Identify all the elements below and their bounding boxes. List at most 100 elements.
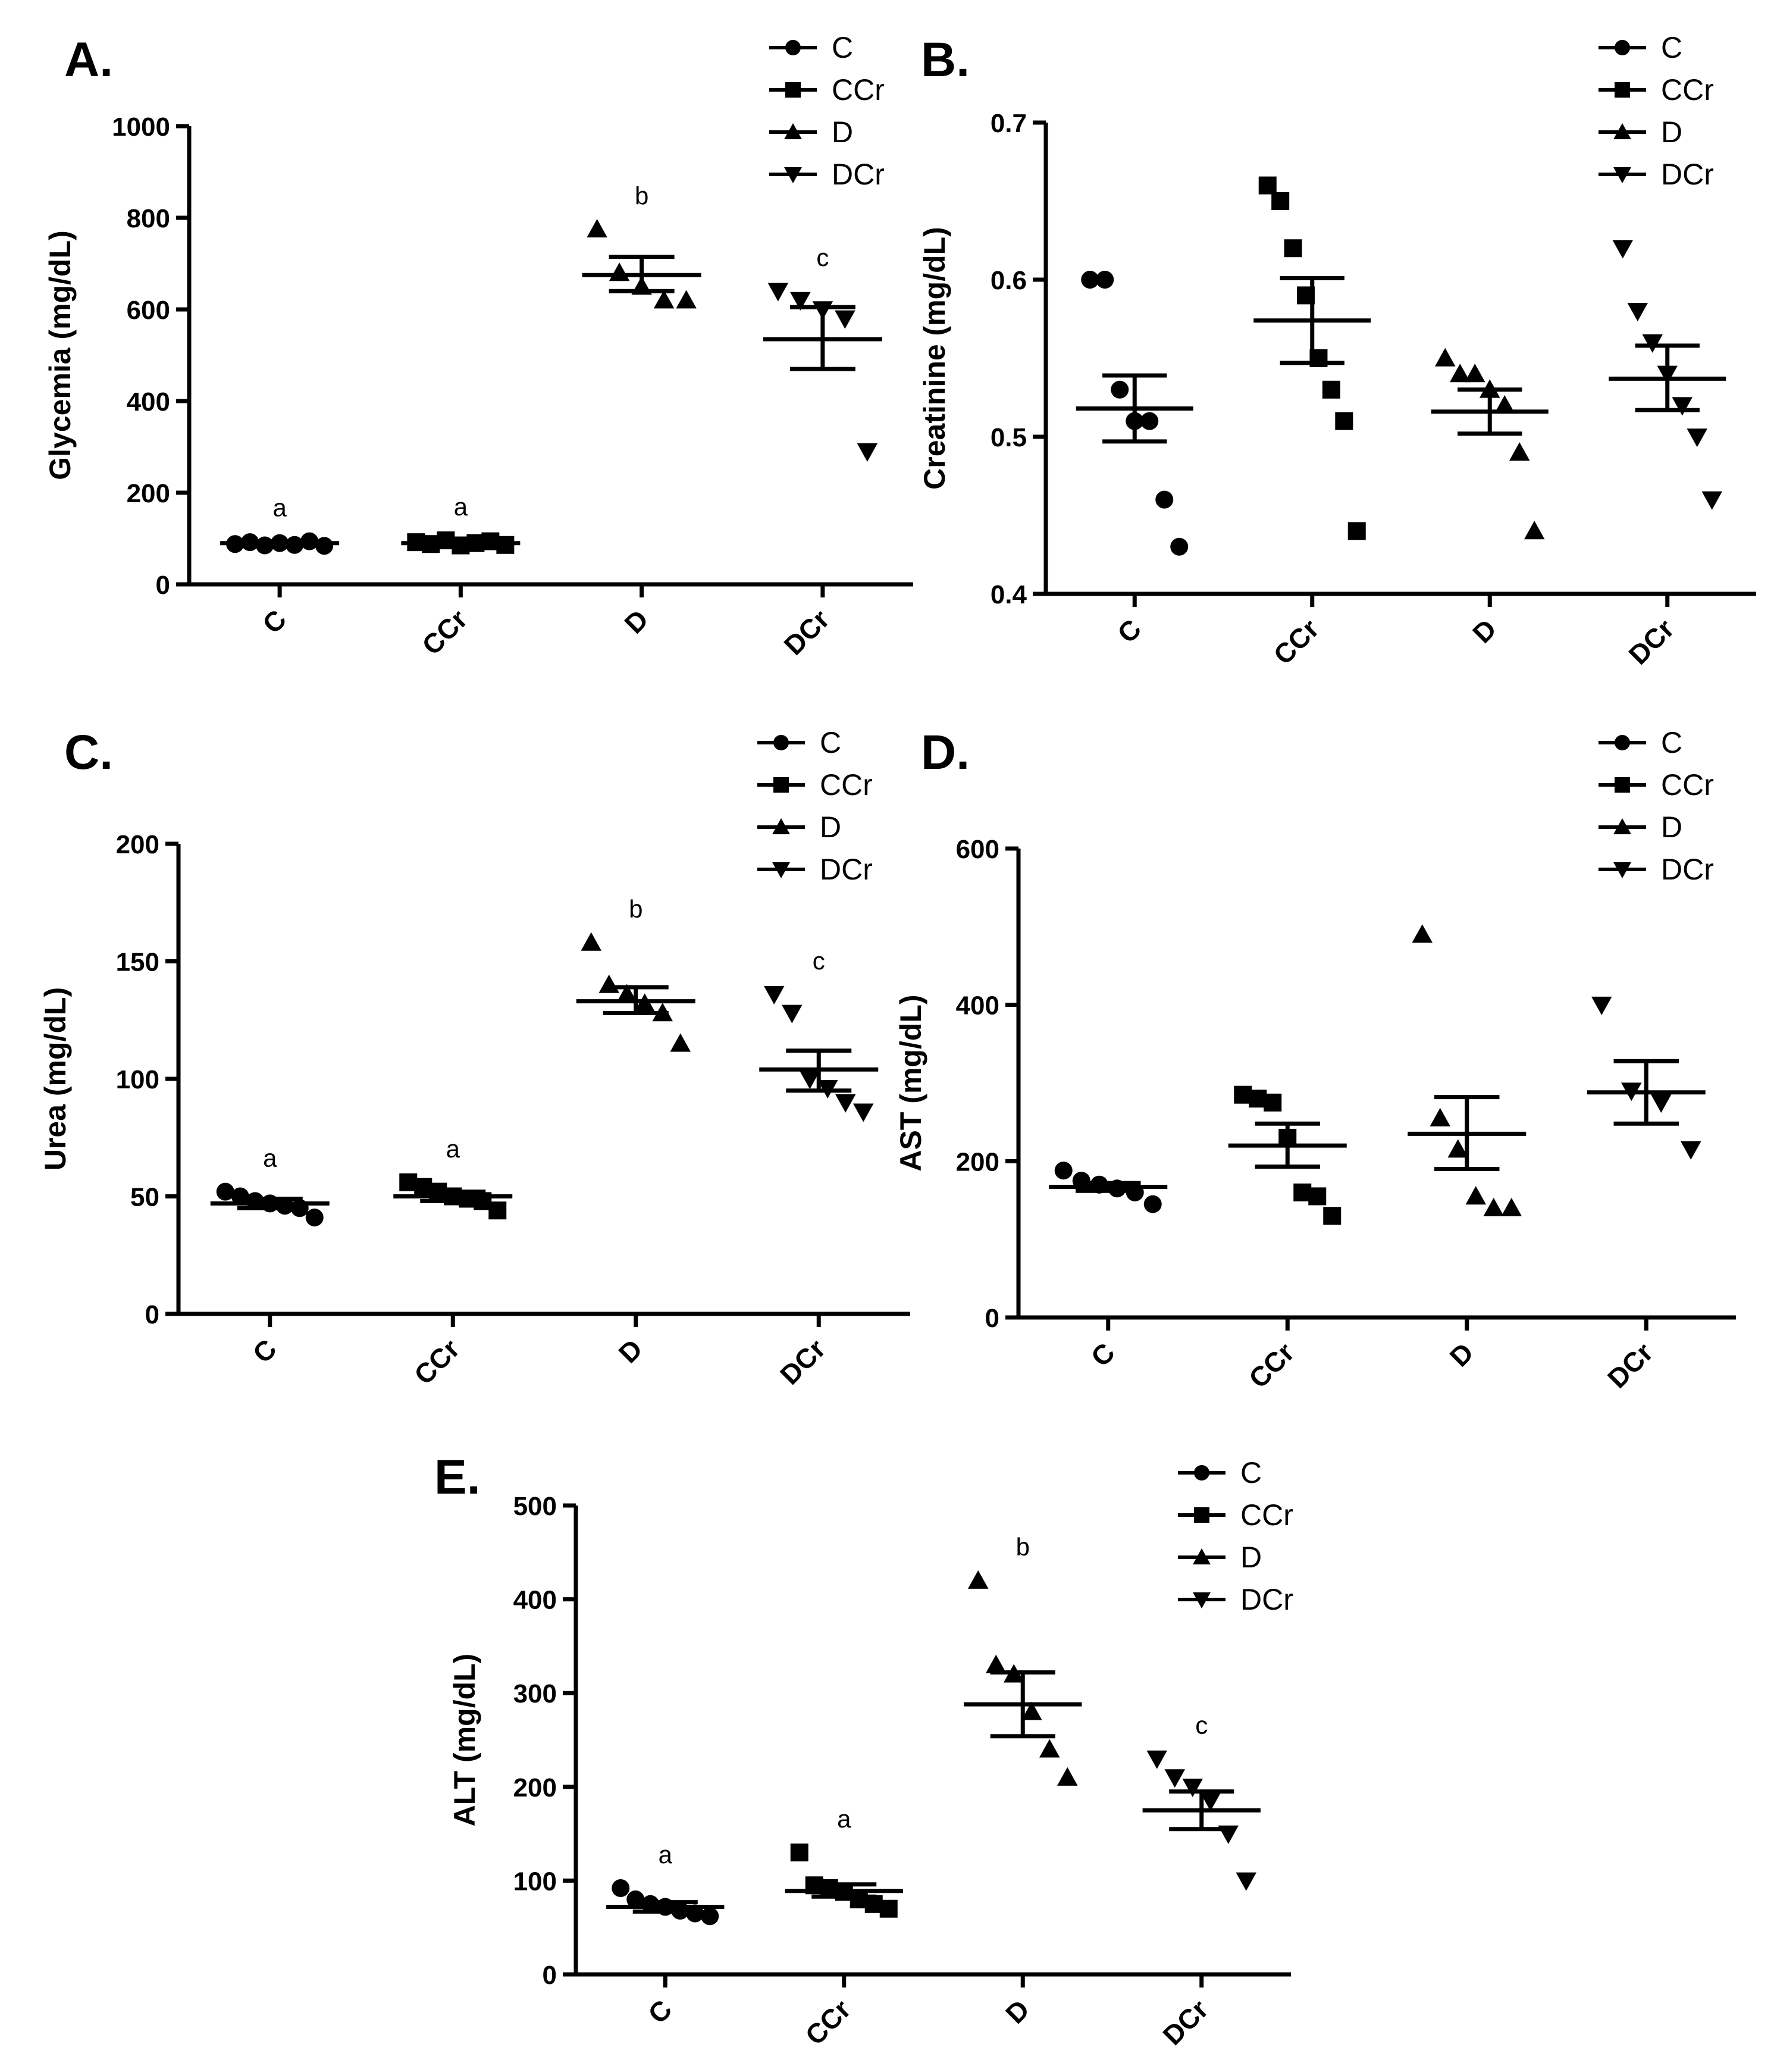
data-point-square: [488, 1201, 507, 1220]
legend-label: CCr: [1240, 1498, 1293, 1532]
series-ccr: [1253, 176, 1371, 540]
legend-marker-triangle-up: [1193, 1548, 1211, 1564]
legend-marker-circle: [1194, 1465, 1209, 1481]
chart-panel-e: E. 0 100 200 300 400 500 ALT (mg/dL) C CCr D DCr a a b…: [434, 1450, 1293, 2051]
legend-label: CCr: [1661, 73, 1714, 107]
data-point-square: [1308, 1187, 1327, 1206]
y-tick-label: 0: [156, 571, 170, 600]
significance-letter: a: [272, 494, 287, 522]
legend-label: DCr: [820, 853, 873, 886]
data-point-square: [1258, 176, 1277, 195]
series-dcr: c: [763, 243, 882, 462]
legend-marker-triangle-down: [1613, 862, 1631, 878]
data-point-square: [1271, 192, 1290, 210]
data-point-triangle-down: [835, 310, 855, 329]
data-point-triangle-down: [857, 443, 878, 462]
data-point-triangle-down: [1627, 303, 1648, 322]
data-point-circle: [246, 1192, 264, 1210]
data-point-square: [790, 1843, 808, 1862]
data-point-triangle-down: [1687, 428, 1707, 447]
data-point-triangle-up: [1483, 1197, 1504, 1216]
y-tick-label: 300: [513, 1679, 557, 1708]
y-tick-label: 200: [116, 830, 159, 859]
y-tick-label: 150: [116, 948, 159, 977]
data-point-triangle-down: [767, 283, 789, 302]
y-tick-label: 500: [513, 1492, 557, 1521]
x-category-label: DCr: [774, 1333, 831, 1390]
data-point-triangle-down: [1236, 1872, 1256, 1891]
x-category-label: C: [642, 1993, 678, 2029]
x-category-label: DCr: [1156, 1993, 1214, 2051]
legend-label: D: [1240, 1541, 1262, 1574]
data-point-triangle-up: [581, 932, 601, 951]
data-point-circle: [1143, 1195, 1162, 1213]
legend-label: C: [832, 31, 853, 64]
x-category-label: D: [613, 1333, 648, 1369]
legend-label: D: [820, 810, 841, 844]
panel-letter: A.: [64, 33, 113, 87]
data-point-triangle-up: [1509, 442, 1530, 461]
data-point-triangle-up: [1412, 924, 1433, 943]
x-category-label: C: [247, 1333, 283, 1369]
legend: C CCr D DCr: [1178, 1456, 1293, 1616]
data-point-triangle-down: [790, 292, 811, 311]
y-tick-label: 400: [956, 991, 999, 1021]
data-point-triangle-up: [1435, 348, 1456, 367]
data-point-triangle-down: [1612, 240, 1633, 259]
series-c: a: [210, 1144, 330, 1227]
data-point-circle: [275, 1197, 294, 1215]
data-point-triangle-up: [1021, 1701, 1042, 1720]
y-tick-label: 100: [116, 1065, 159, 1094]
data-point-circle: [1155, 490, 1174, 509]
data-point-triangle-up: [1465, 364, 1485, 383]
series-ccr: a: [401, 493, 521, 555]
y-tick-label: 600: [956, 835, 999, 864]
series-ccr: [1228, 1085, 1347, 1225]
legend-marker-triangle-up: [784, 123, 802, 139]
legend-label: DCr: [1661, 853, 1714, 886]
legend-marker-square: [1194, 1507, 1209, 1523]
data-point-triangle-up: [1447, 1139, 1468, 1158]
legend-marker-square: [785, 82, 801, 98]
significance-letter: a: [263, 1144, 277, 1172]
y-tick-label: 0.4: [991, 580, 1027, 609]
x-category-label: DCr: [1622, 613, 1679, 670]
data-point-triangle-up: [1465, 1186, 1486, 1205]
data-point-triangle-down: [1651, 1094, 1672, 1113]
data-point-triangle-down: [1200, 1792, 1221, 1811]
panel-letter: B.: [921, 33, 970, 87]
data-point-triangle-up: [1039, 1739, 1060, 1758]
data-point-triangle-up: [986, 1654, 1007, 1673]
y-tick-label: 200: [956, 1147, 999, 1176]
data-point-triangle-up: [598, 974, 619, 993]
y-axis-title: ALT (mg/dL): [448, 1654, 481, 1827]
y-tick-label: 400: [127, 387, 170, 417]
y-tick-label: 50: [130, 1183, 159, 1212]
data-point-square: [1264, 1093, 1282, 1112]
data-point-triangle-up: [587, 219, 607, 238]
legend-marker-circle: [785, 40, 801, 55]
y-tick-label: 0: [985, 1304, 999, 1333]
data-point-triangle-down: [1591, 996, 1612, 1015]
panel-letter: C.: [64, 725, 113, 780]
x-category-label: D: [1466, 613, 1502, 649]
data-point-circle: [612, 1879, 630, 1898]
data-point-circle: [701, 1907, 719, 1926]
x-category-label: CCr: [1267, 613, 1324, 670]
data-point-triangle-down: [764, 986, 785, 1005]
legend-label: D: [1661, 810, 1682, 844]
legend-label: DCr: [1240, 1583, 1293, 1616]
y-tick-label: 0.6: [991, 266, 1027, 295]
legend-marker-circle: [1615, 40, 1630, 55]
chart-panel-d: D. 0 200 400 600 AST (mg/dL) C CCr D DCr C CCr D DCr: [894, 725, 1736, 1394]
y-tick-label: 0.5: [991, 423, 1027, 452]
data-point-square: [1323, 1207, 1342, 1225]
series-dcr: c: [1142, 1711, 1261, 1891]
series-d: b: [582, 181, 701, 309]
significance-letter: a: [446, 1135, 460, 1163]
legend-label: D: [1661, 115, 1682, 149]
series-c: [1049, 1162, 1168, 1213]
legend-label: CCr: [820, 768, 873, 802]
legend: C CCr D DCr: [1599, 31, 1714, 191]
significance-letter: b: [1016, 1533, 1030, 1561]
